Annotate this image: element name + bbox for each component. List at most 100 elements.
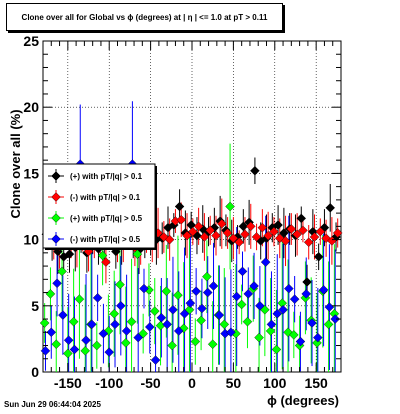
data-point xyxy=(250,165,260,176)
x-axis-label: ϕ (degrees) xyxy=(267,393,339,408)
axes: -150 -100 -50 0 50 100 150 0 5 10 15 20 25 xyxy=(23,33,342,391)
legend-marker xyxy=(51,234,61,244)
data-point xyxy=(295,336,306,347)
legend-label: (+) with pT/|q| > 0.1 xyxy=(70,172,143,181)
legend-marker xyxy=(51,213,61,223)
data-point xyxy=(236,299,247,310)
data-point xyxy=(80,346,90,356)
data-point xyxy=(46,327,57,338)
data-point xyxy=(265,326,276,336)
y-tick-label: 15 xyxy=(23,165,39,181)
data-point xyxy=(323,319,334,330)
x-tick-label: 0 xyxy=(188,375,196,391)
data-point xyxy=(273,220,283,230)
data-point xyxy=(126,316,137,327)
data-point xyxy=(101,257,111,267)
data-point xyxy=(98,328,109,339)
data-point xyxy=(207,339,218,349)
data-point xyxy=(167,340,177,351)
data-point xyxy=(254,332,264,343)
legend-label: (-) with pT/|q| > 0.5 xyxy=(70,235,141,244)
y-axis-label: Clone over all (%) xyxy=(8,109,23,218)
data-point xyxy=(115,279,125,290)
data-point xyxy=(173,290,183,300)
data-point xyxy=(205,225,215,236)
data-point xyxy=(156,312,167,323)
data-point xyxy=(279,228,289,238)
data-point xyxy=(272,308,283,319)
data-point xyxy=(237,266,248,277)
data-point xyxy=(68,316,79,327)
x-tick-label: -50 xyxy=(140,375,160,391)
data-point xyxy=(289,294,300,304)
data-point xyxy=(278,304,288,315)
data-point xyxy=(301,289,312,299)
data-point xyxy=(173,326,184,336)
data-point xyxy=(109,308,119,319)
data-point xyxy=(263,230,273,241)
data-point xyxy=(243,289,254,299)
data-point xyxy=(269,226,279,237)
y-tick-label: 20 xyxy=(23,99,39,115)
y-tick-label: 25 xyxy=(23,33,39,49)
data-point xyxy=(64,249,75,259)
data-point xyxy=(255,301,265,311)
legend-marker xyxy=(51,171,61,181)
data-point xyxy=(57,266,67,277)
data-point xyxy=(307,318,317,328)
data-point xyxy=(240,229,250,240)
data-point xyxy=(185,298,196,308)
data-point xyxy=(40,346,51,356)
data-point xyxy=(226,327,236,338)
data-point xyxy=(242,316,253,327)
data-point xyxy=(197,303,207,314)
data-point xyxy=(63,348,73,359)
data-point xyxy=(39,318,50,328)
data-point xyxy=(161,286,172,297)
legend-marker xyxy=(51,192,61,202)
data-point xyxy=(284,283,294,294)
data-point xyxy=(222,228,233,238)
data-point xyxy=(174,201,185,212)
data-point xyxy=(69,344,80,355)
data-point xyxy=(176,214,187,225)
data-point xyxy=(162,319,172,330)
data-point xyxy=(296,213,307,224)
y-tick-label: 10 xyxy=(23,232,39,248)
data-point xyxy=(81,335,91,346)
data-point xyxy=(188,226,198,237)
data-point xyxy=(302,277,312,287)
data-point xyxy=(325,203,336,213)
data-point xyxy=(92,340,102,351)
data-point xyxy=(249,281,259,291)
legend-box xyxy=(42,163,156,249)
data-point xyxy=(110,319,120,330)
data-point xyxy=(191,286,201,297)
x-tick-label: 50 xyxy=(226,375,242,391)
data-point xyxy=(214,310,225,320)
data-point xyxy=(303,237,314,248)
legend-label: (-) with pT/|q| > 0.1 xyxy=(70,193,141,202)
data-point xyxy=(139,283,149,294)
data-point xyxy=(97,250,108,261)
data-point xyxy=(251,232,262,242)
data-point xyxy=(313,332,323,343)
data-point xyxy=(313,252,324,262)
data-point xyxy=(228,233,239,244)
data-point xyxy=(286,224,297,234)
x-tick-label: -150 xyxy=(54,375,82,391)
data-point xyxy=(298,225,308,236)
y-tick-label: 5 xyxy=(31,298,39,314)
data-point xyxy=(292,229,302,240)
data-point xyxy=(211,230,221,241)
data-point xyxy=(289,330,299,340)
data-point xyxy=(58,310,68,320)
data-point xyxy=(104,347,115,357)
data-point xyxy=(219,319,230,330)
data-point xyxy=(149,306,160,316)
data-point xyxy=(332,228,343,238)
chart-title: Clone over all for Global vs ϕ (degrees)… xyxy=(6,3,283,31)
data-point xyxy=(260,257,271,267)
data-point xyxy=(238,221,249,232)
y-tick-label: 0 xyxy=(31,364,39,380)
